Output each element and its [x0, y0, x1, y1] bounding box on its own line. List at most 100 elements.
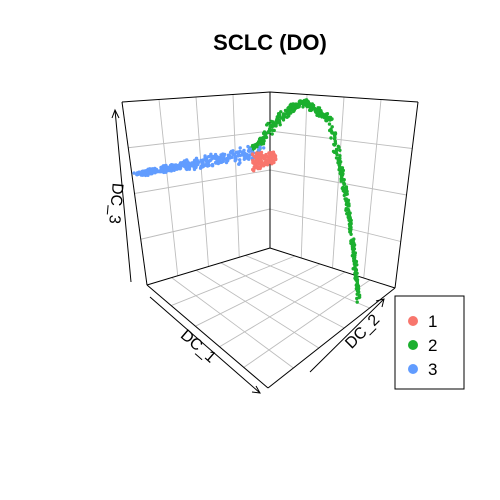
data-point: [256, 141, 261, 145]
data-point: [259, 162, 263, 166]
data-point: [148, 169, 153, 173]
data-point: [233, 154, 237, 158]
grid-line: [140, 208, 271, 240]
data-point: [185, 164, 189, 169]
data-point: [252, 169, 256, 173]
grid-line: [232, 94, 240, 258]
data-point: [352, 247, 357, 251]
data-point: [342, 193, 346, 198]
data-point: [203, 155, 207, 159]
data-point: [272, 152, 276, 156]
data-point: [205, 158, 209, 163]
data-point: [194, 165, 198, 170]
data-point: [285, 115, 289, 119]
data-point: [349, 241, 353, 245]
axis-arrows: [111, 108, 385, 394]
data-point: [271, 123, 275, 128]
data-point: [345, 212, 350, 216]
data-point: [340, 166, 345, 170]
data-point: [351, 267, 355, 271]
data-point: [346, 207, 350, 212]
data-point: [197, 160, 201, 164]
data-point: [246, 156, 250, 161]
box-edge: [146, 284, 269, 389]
data-point: [340, 171, 344, 175]
legend-label-3: 3: [428, 360, 437, 379]
box-edge: [121, 91, 271, 103]
legend-label-2: 2: [428, 336, 437, 355]
data-point: [275, 117, 279, 122]
data-point: [222, 154, 226, 159]
data-point: [337, 168, 341, 172]
data-point: [246, 149, 251, 153]
data-point: [356, 289, 360, 293]
grid-line: [171, 255, 296, 307]
x-axis-label: DC_1: [177, 327, 219, 367]
data-point: [181, 160, 185, 165]
data-point: [200, 165, 205, 169]
grid-line: [363, 99, 382, 279]
data-point: [259, 150, 264, 155]
dc3-axis-arrow: [114, 109, 132, 283]
data-point: [291, 106, 295, 110]
data-point: [146, 171, 150, 175]
data-point: [258, 159, 263, 163]
data-point: [258, 136, 262, 140]
data-points: [132, 98, 362, 304]
grid-line: [243, 279, 371, 368]
data-point: [357, 293, 362, 297]
data-point: [283, 108, 288, 113]
data-point: [210, 164, 215, 168]
data-point: [353, 270, 358, 275]
data-point: [261, 139, 265, 144]
data-point: [353, 276, 357, 280]
data-point: [152, 170, 156, 174]
legend-marker-1: [408, 316, 418, 326]
data-point: [353, 253, 357, 257]
data-point: [268, 151, 272, 155]
data-point: [251, 152, 255, 157]
box-edge: [394, 101, 419, 289]
data-point: [151, 167, 155, 171]
data-point: [208, 158, 213, 162]
data-point: [190, 161, 194, 165]
data-point: [327, 122, 332, 126]
box-edge: [267, 287, 396, 389]
data-point: [265, 123, 269, 127]
data-point: [272, 155, 276, 159]
data-point: [254, 156, 258, 160]
legend: 1 2 3: [394, 295, 465, 390]
data-point: [169, 167, 173, 171]
legend-marker-3: [408, 364, 418, 374]
grid-line: [269, 169, 407, 196]
data-point: [139, 173, 144, 177]
data-point: [238, 161, 242, 165]
y-axis-label: DC_2: [342, 311, 383, 352]
data-point: [242, 154, 246, 159]
data-point: [186, 162, 190, 166]
data-point: [333, 132, 338, 136]
data-point: [270, 132, 274, 136]
data-point: [187, 167, 192, 171]
data-point: [342, 182, 347, 186]
data-point: [305, 104, 309, 108]
data-point: [342, 186, 346, 190]
data-point: [292, 102, 297, 107]
data-point: [353, 260, 357, 264]
chart-title: SCLC (DO): [213, 30, 327, 55]
grid-line: [220, 262, 345, 329]
data-point: [236, 154, 240, 158]
data-point: [336, 144, 340, 148]
data-point: [279, 110, 283, 114]
data-point: [319, 109, 323, 113]
data-point: [325, 115, 329, 119]
data-point: [221, 159, 225, 164]
data-point: [307, 104, 311, 109]
data-point: [252, 143, 257, 147]
data-point: [261, 161, 266, 165]
data-point: [261, 131, 266, 136]
data-point: [175, 167, 179, 171]
data-point: [225, 159, 230, 163]
data-point: [346, 202, 350, 206]
